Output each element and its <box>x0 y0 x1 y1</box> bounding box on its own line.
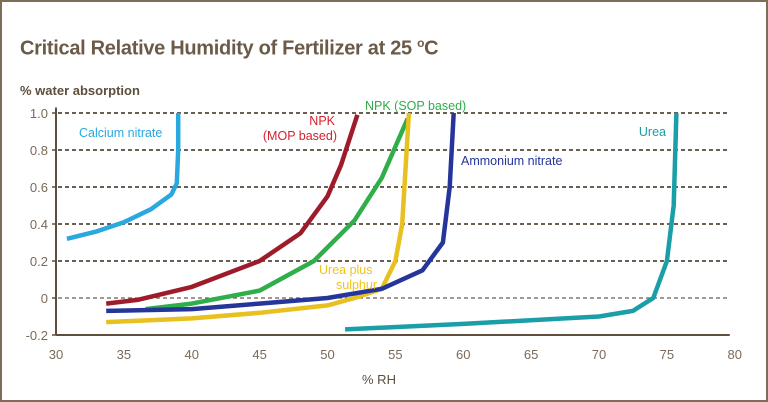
series-line <box>106 112 412 325</box>
x-axis-label: % RH <box>362 372 396 387</box>
y-tick-label: 1.0 <box>30 106 48 121</box>
y-axis-label: % water absorption <box>20 83 140 98</box>
series-line <box>105 114 360 306</box>
y-tick-label: 0.6 <box>30 180 48 195</box>
x-tick-label: 70 <box>592 347 606 362</box>
series-line <box>106 112 456 314</box>
series-line <box>66 113 181 241</box>
legend-label: Urea <box>639 125 666 139</box>
x-tick-label: 40 <box>185 347 199 362</box>
legend-label: Urea plus <box>319 263 373 277</box>
legend-label: NPK <box>309 114 335 128</box>
x-tick-label: 35 <box>117 347 131 362</box>
y-tick-label: 0.8 <box>30 143 48 158</box>
x-tick-label: 30 <box>49 347 63 362</box>
y-tick-label: 0.4 <box>30 217 48 232</box>
legend-label: sulphur <box>336 278 377 292</box>
series-line <box>145 117 410 312</box>
x-tick-label: 45 <box>252 347 266 362</box>
x-tick-label: 55 <box>388 347 402 362</box>
y-tick-label: -0.2 <box>26 328 48 343</box>
x-tick-label: 75 <box>660 347 674 362</box>
y-tick-label: 0.2 <box>30 254 48 269</box>
legend-label: Ammonium nitrate <box>461 154 562 168</box>
legend-label: NPK (SOP based) <box>365 99 466 113</box>
x-tick-label: 60 <box>456 347 470 362</box>
legend-label: Calcium nitrate <box>79 126 162 140</box>
series-line <box>344 112 679 332</box>
x-tick-label: 80 <box>728 347 742 362</box>
x-tick-label: 65 <box>524 347 538 362</box>
chart-title: Critical Relative Humidity of Fertilizer… <box>20 36 439 60</box>
y-tick-label: 0 <box>41 291 48 306</box>
x-tick-label: 50 <box>320 347 334 362</box>
legend-label: (MOP based) <box>263 129 337 143</box>
